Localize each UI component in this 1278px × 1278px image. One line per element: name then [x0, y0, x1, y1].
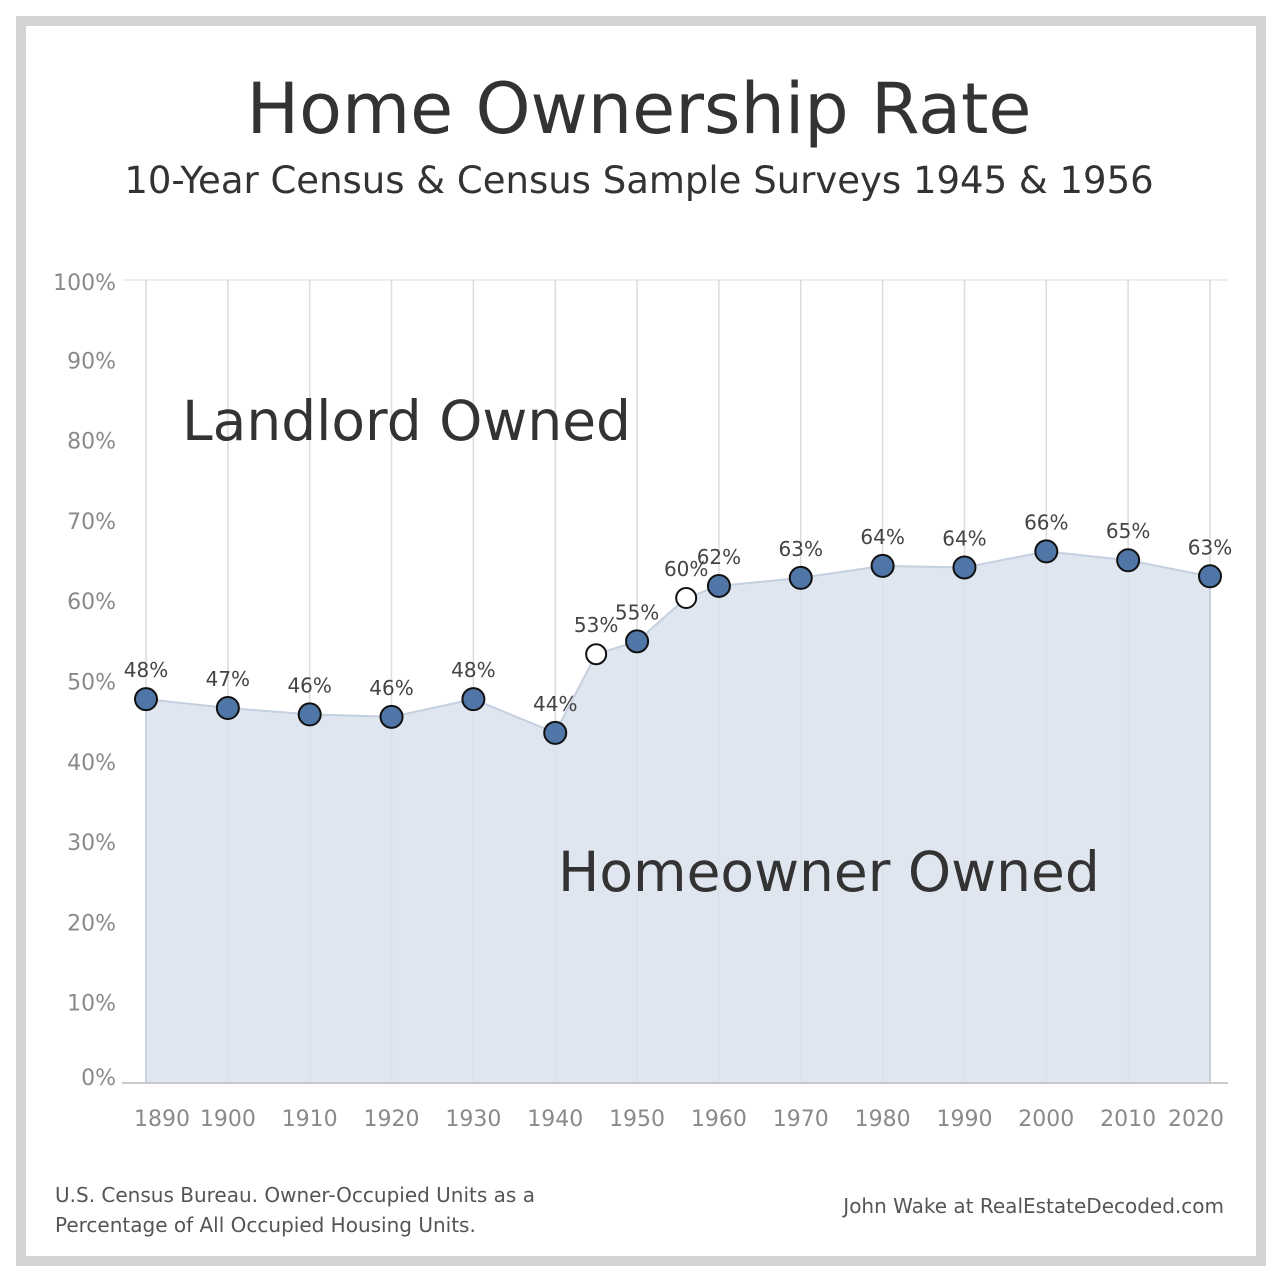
census-point-marker	[1034, 539, 1059, 564]
y-tick-label: 90%	[67, 349, 116, 374]
census-point-marker	[379, 704, 404, 729]
data-label: 48%	[124, 658, 168, 682]
y-tick-label: 50%	[67, 671, 116, 696]
census-point-marker	[706, 573, 731, 598]
source-note: U.S. Census Bureau. Owner-Occupied Units…	[55, 1180, 635, 1240]
homeowner-line	[145, 550, 1211, 735]
x-tick-label: 2000	[1018, 1107, 1074, 1132]
census-point-marker	[297, 702, 322, 727]
area-series	[145, 550, 1211, 1083]
data-label: 46%	[369, 676, 413, 700]
homeowner-area	[146, 551, 1210, 1083]
x-tick-label: 1950	[609, 1107, 665, 1132]
data-label: 53%	[574, 613, 618, 637]
census-point-marker	[952, 555, 977, 580]
y-tick-label: 20%	[67, 911, 116, 936]
data-label: 60%	[664, 557, 708, 581]
census-point-marker	[1198, 564, 1222, 589]
data-label: 44%	[533, 692, 577, 716]
x-tick-label: 1930	[445, 1107, 501, 1132]
homeowner-owned-label: Homeowner Owned	[558, 840, 1100, 904]
data-label: 48%	[451, 658, 495, 682]
census-point-marker	[788, 565, 813, 590]
y-tick-label: 100%	[53, 271, 116, 296]
data-label: 63%	[779, 537, 823, 561]
y-tick-label: 30%	[67, 831, 116, 856]
x-tick-label: 2020	[1168, 1107, 1224, 1132]
source-line-2: Percentage of All Occupied Housing Units…	[55, 1213, 476, 1237]
y-tick-label: 60%	[67, 590, 116, 615]
survey-point-marker	[585, 643, 608, 666]
x-tick-labels: 1890 1900 1910 1920 1930 1940 1950 1960 1970 1980…	[134, 1107, 1224, 1132]
census-point-marker	[543, 720, 568, 745]
data-label: 46%	[287, 673, 331, 697]
census-point-marker	[215, 695, 240, 720]
x-tick-label: 1980	[855, 1107, 911, 1132]
x-tick-label: 1910	[282, 1107, 338, 1132]
census-point-marker	[461, 687, 486, 712]
y-tick-label: 0%	[81, 1066, 116, 1091]
data-label: 55%	[615, 600, 659, 624]
landlord-owned-label: Landlord Owned	[182, 389, 631, 453]
x-tick-label: 2010	[1100, 1107, 1156, 1132]
census-point-marker	[625, 629, 650, 654]
chart-subtitle: 10-Year Census & Census Sample Surveys 1…	[124, 159, 1154, 202]
x-tick-label: 1960	[691, 1107, 747, 1132]
x-tick-label: 1920	[364, 1107, 420, 1132]
data-label: 47%	[206, 667, 250, 691]
x-tick-label: 1890	[134, 1107, 190, 1132]
chart-title: Home Ownership Rate	[246, 68, 1032, 150]
data-markers	[134, 539, 1222, 745]
axes	[122, 279, 1228, 1084]
x-tick-label: 1970	[773, 1107, 829, 1132]
data-labels: 48% 47% 46% 46% 48% 44% 53%55%60%62% 63% 64% 64% 6…	[124, 510, 1232, 715]
y-tick-label: 40%	[67, 751, 116, 776]
census-point-marker	[134, 687, 158, 712]
x-tick-label: 1900	[200, 1107, 256, 1132]
data-label: 63%	[1188, 535, 1232, 559]
census-point-marker	[1116, 548, 1141, 573]
census-point-marker	[870, 553, 895, 578]
survey-point-marker	[675, 586, 698, 609]
data-label: 64%	[860, 525, 904, 549]
data-label: 62%	[697, 545, 741, 569]
x-tick-label: 1940	[527, 1107, 583, 1132]
y-tick-label: 70%	[67, 510, 116, 535]
y-tick-label: 10%	[67, 992, 116, 1017]
y-tick-labels: 0% 10% 20% 30% 40% 50% 60% 70% 80% 90% 100%	[53, 271, 116, 1091]
data-label: 64%	[942, 526, 986, 550]
data-label: 65%	[1106, 519, 1150, 543]
y-tick-label: 80%	[67, 430, 116, 455]
source-line-1: U.S. Census Bureau. Owner-Occupied Units…	[55, 1183, 535, 1207]
data-label: 66%	[1024, 510, 1068, 534]
x-tick-label: 1990	[936, 1107, 992, 1132]
author-credit: John Wake at RealEstateDecoded.com	[843, 1194, 1224, 1218]
